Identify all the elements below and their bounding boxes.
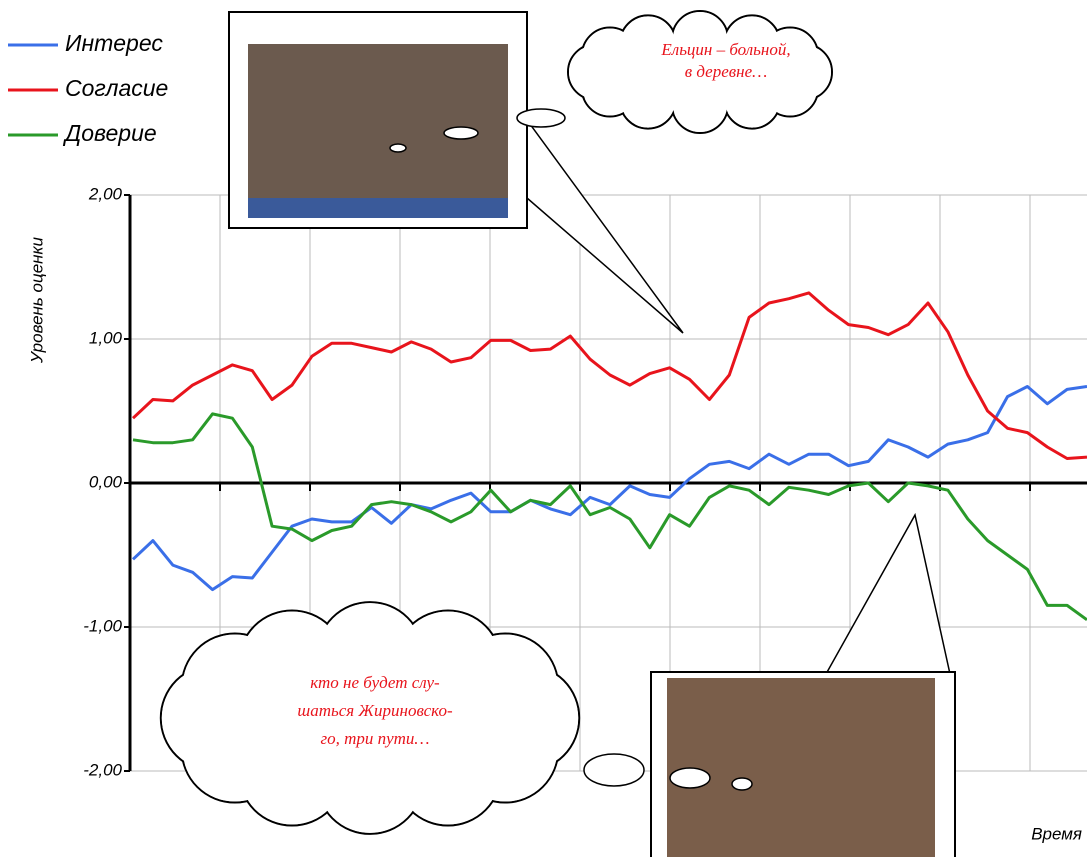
legend-label: Доверие	[62, 120, 157, 146]
annotation: шаться Жириновско-	[297, 701, 453, 720]
annotation: в деревне…	[685, 62, 768, 81]
thought-dot	[516, 108, 566, 128]
thought-dot	[669, 767, 711, 789]
bubble-tail	[526, 117, 684, 334]
y-tick-label: -2,00	[83, 760, 122, 779]
y-tick-label: 0,00	[89, 472, 123, 491]
cloud-core	[214, 655, 526, 781]
series-line	[131, 385, 1087, 592]
series-line	[131, 291, 1087, 460]
thought-dot	[443, 126, 479, 140]
series-line	[132, 412, 1087, 622]
y-tick-label: -1,00	[83, 616, 122, 635]
y-tick-label: 2,00	[88, 184, 123, 203]
photo-caption-bar	[248, 198, 508, 218]
plot-area: 2,00 1,00 0,00 -1,00 -2,00	[83, 184, 1087, 779]
legend: Интерес Согласие Доверие	[8, 30, 168, 146]
clouds: Ельцин – больной, в деревне… кто не будет …	[159, 10, 833, 835]
y-tick-label: 1,00	[89, 328, 123, 347]
legend-label: Интерес	[65, 30, 163, 56]
x-axis-label: Время	[1031, 824, 1082, 843]
annotation: Ельцин – больной,	[660, 40, 790, 59]
legend-label: Согласие	[65, 75, 168, 101]
cloud-core	[596, 39, 804, 105]
annotation: кто не будет слу-	[310, 673, 440, 692]
thought-dot	[389, 143, 407, 153]
bubble-tail	[824, 512, 951, 675]
thought-dot	[583, 753, 645, 787]
photo	[667, 678, 935, 857]
annotation: го, три пути…	[320, 729, 429, 748]
thought-dot	[731, 777, 753, 791]
y-axis-label: Уровень оценки	[27, 236, 46, 364]
